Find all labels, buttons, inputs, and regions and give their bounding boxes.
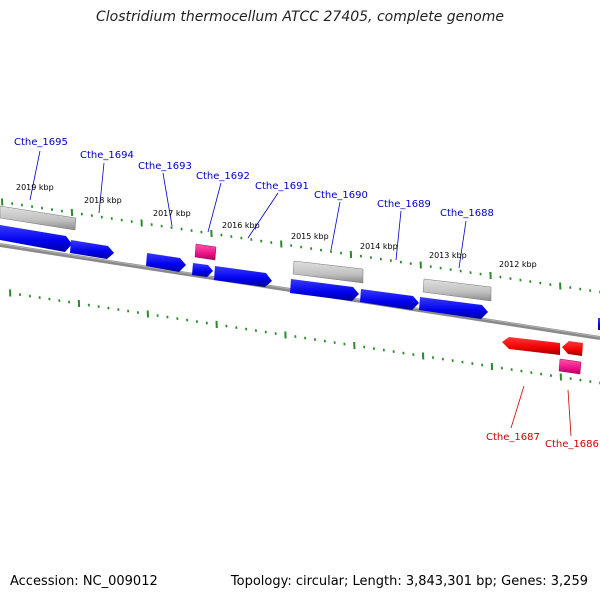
label-leaders [29,150,572,437]
feature-blue-3 [146,253,186,272]
feature-blue-1 [0,225,72,252]
gene-label-forward[interactable]: Cthe_1688 [440,208,494,219]
scale-label: 2018 kbp [84,196,122,205]
feature-gray-1 [0,205,77,231]
scale-label: 2017 kbp [153,209,191,218]
gene-label-forward[interactable]: Cthe_1692 [196,171,250,182]
scale-ticks-top [1,198,600,294]
gene-label-reverse[interactable]: Cthe_1687 [486,432,540,443]
gene-label-forward[interactable]: Cthe_1690 [314,190,368,201]
feature-blue-7 [360,289,419,310]
gene-label-forward[interactable]: Cthe_1691 [255,181,309,192]
scale-label: 2019 kbp [16,183,54,192]
feature-blue-5 [214,266,272,287]
topology-text: Topology: circular; Length: 3,843,301 bp… [230,574,588,589]
scale-ticks-bottom [9,289,600,385]
scale-label: 2013 kbp [429,251,467,260]
gene-label-forward[interactable]: Cthe_1693 [138,161,192,172]
feature-gray-2 [292,260,364,284]
scale-label: 2016 kbp [222,221,260,230]
gene-label-forward[interactable]: Cthe_1694 [80,150,134,161]
gene-label-forward[interactable]: Cthe_1695 [14,137,68,148]
feature-red-2 [562,341,583,356]
accession-text: Accession: NC_009012 [10,574,158,589]
gene-label-reverse[interactable]: Cthe_1686 [545,439,599,450]
map-title: Clostridium thermocellum ATCC 27405, com… [96,9,504,25]
feature-blue-6 [290,279,359,301]
gene-label-forward[interactable]: Cthe_1689 [377,199,431,210]
scale-label: 2014 kbp [360,242,398,251]
feature-blue-2 [70,240,114,259]
feature-pink-2 [558,358,582,375]
scale-label: 2015 kbp [291,232,329,241]
feature-red-1 [502,337,560,355]
feature-blue-8 [419,297,488,319]
feature-pink-1 [194,243,217,261]
scale-label: 2012 kbp [499,260,537,269]
feature-blue-4 [192,263,213,277]
feature-gray-3 [422,278,492,302]
